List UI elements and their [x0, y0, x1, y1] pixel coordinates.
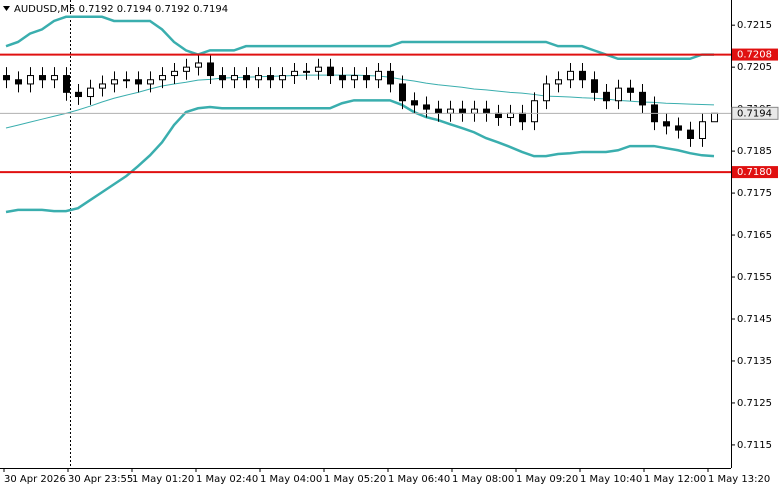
candle-body [399, 83, 406, 102]
candle-body [435, 108, 442, 114]
menu-icon [3, 6, 10, 11]
x-tick-label: 1 May 12:00 [644, 474, 706, 485]
candle-body [111, 79, 118, 85]
x-tick-label: 1 May 10:40 [580, 474, 642, 485]
y-tick-label: 0.7215 [737, 20, 772, 31]
band-middle [5, 74, 715, 129]
candle-body [411, 100, 418, 106]
candle-body [639, 91, 646, 106]
candle-body [39, 75, 46, 81]
candle-body [483, 108, 490, 114]
candle-body [543, 83, 550, 102]
candle-body [555, 79, 562, 85]
candle-body [183, 66, 190, 72]
y-tick-label: 0.7115 [737, 440, 772, 451]
candle-body [387, 70, 394, 85]
candle-body [75, 91, 82, 98]
y-tick-label: 0.7145 [737, 314, 772, 325]
candle-body [363, 75, 370, 81]
candle-body [591, 79, 598, 93]
candle-body [99, 83, 106, 89]
x-tick-label: 30 Apr 2026 [4, 474, 66, 485]
candle-body [63, 75, 70, 93]
candle-body [531, 100, 538, 123]
candle-body [615, 87, 622, 102]
candle-body [243, 75, 250, 81]
candle-body [579, 70, 586, 81]
x-tick-label: 1 May 09:20 [516, 474, 578, 485]
candle-body [123, 79, 130, 82]
candle-body [471, 108, 478, 114]
candle-body [27, 75, 34, 85]
candle-body [663, 121, 670, 127]
candle-body [231, 75, 238, 81]
level-box [732, 48, 778, 61]
candle-body [315, 66, 322, 72]
candle-body [51, 75, 58, 81]
x-tick-label: 1 May 13:20 [708, 474, 770, 485]
candle-body [699, 121, 706, 140]
candle-body [159, 75, 166, 81]
candle-body [291, 70, 298, 77]
level-box [732, 166, 778, 179]
candle-body [567, 70, 574, 81]
candle-body [711, 112, 718, 123]
candle-body [255, 75, 262, 81]
candle-body [627, 87, 634, 93]
candle-body [147, 79, 154, 85]
band-lower [5, 99, 715, 214]
y-tick-label: 0.7135 [737, 356, 772, 367]
y-tick-label: 0.7175 [737, 188, 772, 199]
chart-title: AUDUSD,M5 0.7192 0.7194 0.7192 0.7194 [14, 4, 228, 15]
candle-body [603, 91, 610, 102]
candle-body [303, 70, 310, 73]
candle-body [279, 75, 286, 81]
y-tick-label: 0.7155 [737, 272, 772, 283]
candle-body [687, 129, 694, 140]
candle-body [207, 62, 214, 77]
y-tick-label: 0.7165 [737, 230, 772, 241]
candle-body [675, 125, 682, 131]
level-label: 0.7208 [737, 50, 772, 61]
y-tick-label: 0.7205 [737, 62, 772, 73]
candle-body [87, 87, 94, 98]
candle-body [135, 79, 142, 85]
level-label: 0.7180 [737, 167, 772, 178]
candle-body [459, 108, 466, 114]
candle-body [495, 112, 502, 119]
candle-body [507, 112, 514, 119]
x-tick-label: 1 May 02:40 [196, 474, 258, 485]
x-tick-label: 1 May 01:20 [132, 474, 194, 485]
last-price-label: 0.7194 [737, 108, 772, 119]
candle-body [171, 70, 178, 77]
x-tick-label: 1 May 05:20 [324, 474, 386, 485]
candle-body [219, 75, 226, 81]
candle-body [3, 75, 10, 81]
x-tick-label: 1 May 04:00 [260, 474, 322, 485]
x-tick-label: 30 Apr 23:55 [68, 474, 133, 485]
candle-body [267, 75, 274, 81]
x-tick-label: 1 May 08:00 [452, 474, 514, 485]
candle-body [375, 70, 382, 81]
candle-body [519, 112, 526, 123]
candle-body [195, 62, 202, 68]
candle-body [447, 108, 454, 114]
candle-body [327, 66, 334, 77]
candle-body [339, 75, 346, 81]
x-tick-label: 1 May 06:40 [388, 474, 450, 485]
candle-body [351, 75, 358, 81]
band-upper [5, 15, 714, 61]
candle-body [15, 79, 22, 85]
y-tick-label: 0.7185 [737, 146, 772, 157]
y-tick-label: 0.7125 [737, 398, 772, 409]
candle-body [423, 104, 430, 110]
last-price-box [731, 106, 779, 120]
